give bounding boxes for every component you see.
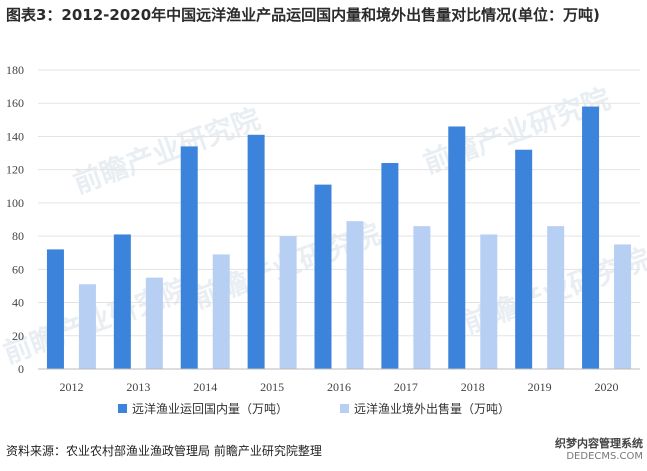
y-tick-label: 0 bbox=[18, 362, 24, 376]
bar-series1-2020 bbox=[582, 106, 600, 370]
bar-series2-2014 bbox=[212, 254, 230, 369]
chart-title: 图表3：2012-2020年中国远洋渔业产品运回国内量和境外出售量对比情况(单位… bbox=[6, 6, 600, 24]
bar-series2-2013 bbox=[145, 277, 163, 369]
bar-series1-2015 bbox=[247, 134, 265, 369]
legend-swatch-2 bbox=[340, 404, 349, 413]
y-tick-label: 180 bbox=[6, 63, 24, 77]
y-tick-label: 100 bbox=[6, 196, 24, 210]
bar-series1-2012 bbox=[46, 249, 64, 369]
x-tick-label: 2020 bbox=[595, 380, 619, 394]
bar-series1-2014 bbox=[180, 146, 198, 369]
bar-series2-2019 bbox=[547, 226, 565, 369]
y-tick-label: 160 bbox=[6, 96, 24, 110]
y-tick-label: 80 bbox=[12, 229, 24, 243]
bar-series2-2015 bbox=[279, 236, 297, 369]
x-tick-label: 2014 bbox=[193, 380, 217, 394]
legend-label-1: 远洋渔业运回国内量（万吨） bbox=[132, 401, 288, 416]
y-tick-label: 140 bbox=[6, 129, 24, 143]
x-tick-label: 2016 bbox=[327, 380, 351, 394]
y-tick-label: 120 bbox=[6, 163, 24, 177]
x-tick-label: 2018 bbox=[461, 380, 485, 394]
watermark-text: 前瞻产业研究院 bbox=[69, 102, 264, 200]
x-tick-label: 2019 bbox=[528, 380, 552, 394]
legend-label-2: 远洋渔业境外出售量（万吨） bbox=[354, 401, 510, 416]
bar-series2-2018 bbox=[480, 234, 498, 369]
bar-series1-2013 bbox=[113, 234, 131, 369]
y-tick-label: 20 bbox=[12, 329, 24, 343]
x-tick-label: 2012 bbox=[59, 380, 83, 394]
bars bbox=[46, 106, 632, 370]
y-tick-label: 60 bbox=[12, 262, 24, 276]
x-tick-label: 2017 bbox=[394, 380, 418, 394]
bar-series2-2020 bbox=[614, 244, 632, 369]
source-note: 资料来源：农业农村部渔业渔政管理局 前瞻产业研究院整理 bbox=[6, 444, 322, 458]
corner-watermark-line1: 织梦内容管理系统 bbox=[555, 437, 643, 450]
x-tick-label: 2015 bbox=[260, 380, 284, 394]
legend-swatch-1 bbox=[118, 404, 127, 413]
bar-series1-2019 bbox=[515, 149, 533, 369]
gridlines bbox=[38, 69, 640, 337]
corner-watermark: 织梦内容管理系统 DEDECMS.COM bbox=[555, 437, 643, 463]
corner-watermark-line2: DEDECMS.COM bbox=[566, 451, 643, 462]
bar-series1-2017 bbox=[381, 163, 399, 369]
y-tick-label: 40 bbox=[12, 296, 24, 310]
bar-series2-2017 bbox=[413, 226, 431, 369]
bar-series2-2012 bbox=[78, 284, 96, 369]
bar-series2-2016 bbox=[346, 221, 364, 369]
bar-series1-2016 bbox=[314, 184, 332, 369]
watermark-text: 前瞻产业研究院 bbox=[0, 272, 194, 370]
y-axis-ticks: 0 20 40 60 80 100 120 140 160 180 bbox=[6, 63, 24, 376]
bar-series1-2018 bbox=[448, 126, 466, 369]
x-tick-label: 2013 bbox=[126, 380, 150, 394]
legend: 远洋渔业运回国内量（万吨） 远洋渔业境外出售量（万吨） bbox=[118, 401, 510, 416]
x-axis-ticks: 2012 2013 2014 2015 2016 2017 2018 2019 2020 bbox=[59, 380, 618, 394]
